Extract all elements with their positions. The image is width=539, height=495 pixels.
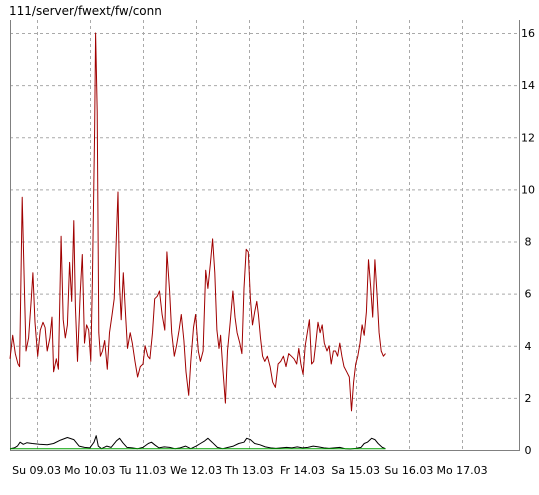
y-tick-label: 2 [525,392,532,405]
y-tick-label: 0 [525,444,532,457]
y-tick-labels: 0 2 4 6 8 10 12 14 16 [521,27,535,457]
x-tick-label: Su 16.03 [384,464,433,477]
y-tick-label: 12 [521,131,535,144]
y-tick-label: 16 [521,27,535,40]
x-tick-label: Su 09.03 [12,464,61,477]
x-tick-label: Mo 10.03 [64,464,115,477]
x-tick-labels: Su 09.03 Mo 10.03 Tu 11.03 We 12.03 Th 13.03… [12,464,488,477]
x-tick-label: Th 13.03 [224,464,274,477]
x-tick-label: We 12.03 [170,464,222,477]
y-tick-label: 10 [521,183,535,196]
grid-layer [10,20,519,450]
y-tick-label: 8 [525,236,532,249]
y-tick-label: 14 [521,79,535,92]
series-line-2 [9,435,386,450]
series-line-1 [9,32,386,412]
axes-layer [10,20,520,451]
chart-title: 111/server/fwext/fw/conn [9,4,162,18]
x-tick-label: Sa 15.03 [331,464,380,477]
y-tick-label: 4 [525,340,532,353]
x-tick-label: Fr 14.03 [280,464,325,477]
y-tick-label: 6 [525,288,532,301]
x-tick-label: Mo 17.03 [436,464,487,477]
x-tick-label: Tu 11.03 [118,464,166,477]
series-layer [9,32,386,450]
